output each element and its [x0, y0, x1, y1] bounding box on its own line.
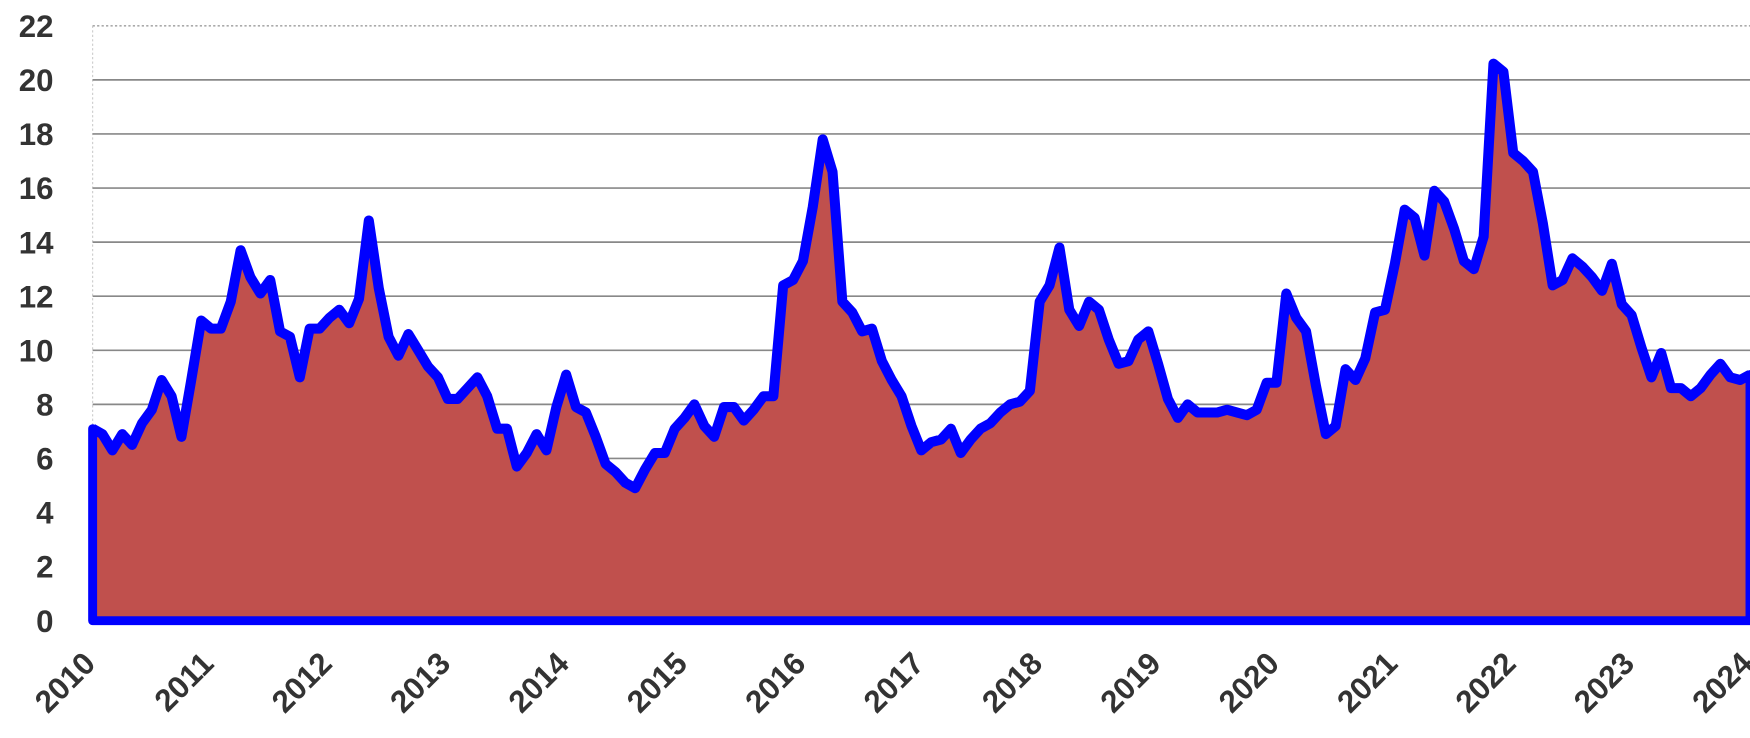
line — [90, 58, 1750, 494]
x-tick-label: 2015 — [620, 646, 694, 720]
x-tick-label: 2023 — [1567, 646, 1641, 720]
x-tick-label: 2013 — [383, 646, 457, 720]
x-tick-label: 2018 — [975, 646, 1049, 720]
x-tick-label: 2016 — [738, 646, 812, 720]
x-tick-label: 2017 — [857, 646, 931, 720]
y-tick-label: 16 — [19, 171, 54, 206]
x-tick-label: 2022 — [1449, 646, 1523, 720]
x-tick-label: 2011 — [148, 646, 221, 719]
x-tick-label: 2021 — [1330, 646, 1404, 720]
y-tick-label: 6 — [36, 442, 53, 477]
x-tick-label: 2010 — [28, 646, 102, 720]
area — [88, 59, 1750, 626]
y-tick-label: 8 — [36, 388, 53, 423]
y-tick-label: 14 — [19, 225, 54, 260]
y-tick-label: 22 — [19, 9, 54, 44]
y-tick-label: 0 — [36, 604, 53, 639]
y-tick-label: 2 — [36, 550, 53, 585]
x-tick-label: 2024 — [1685, 645, 1750, 719]
y-tick-label: 10 — [19, 333, 54, 368]
x-tick-label: 2020 — [1212, 646, 1286, 720]
x-tick-label: 2012 — [265, 646, 339, 720]
y-tick-label: 18 — [19, 117, 54, 152]
y-tick-label: 4 — [36, 496, 54, 531]
y-tick-label: 20 — [19, 63, 54, 98]
x-tick-label: 2014 — [502, 645, 576, 719]
y-tick-label: 12 — [19, 279, 54, 314]
x-tick-label: 2019 — [1094, 646, 1168, 720]
